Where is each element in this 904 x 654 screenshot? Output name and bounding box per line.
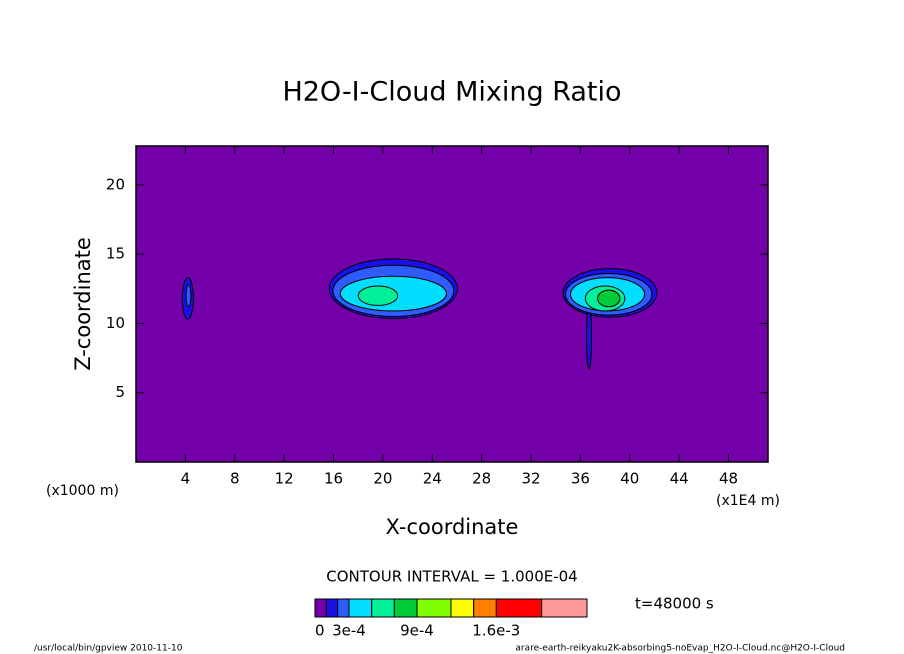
contour-interval: CONTOUR INTERVAL = 1.000E-04 bbox=[326, 568, 577, 586]
x-tick-label: 8 bbox=[230, 470, 240, 488]
colorbar-label: 9e-4 bbox=[400, 622, 434, 640]
footer-left: /usr/local/bin/gpview 2010-11-10 bbox=[34, 644, 183, 654]
colorbar-swatch bbox=[314, 598, 327, 618]
contour-regions bbox=[181, 258, 658, 370]
colorbar-swatch bbox=[416, 598, 452, 618]
colorbar-label: 1.6e-3 bbox=[472, 622, 520, 640]
colorbar-swatch bbox=[541, 598, 588, 618]
colorbar-label: 3e-4 bbox=[332, 622, 366, 640]
contour-region bbox=[586, 304, 592, 370]
time-label: t=48000 s bbox=[635, 595, 714, 613]
x-tick-label: 32 bbox=[521, 470, 540, 488]
y-tick-label: 10 bbox=[106, 314, 125, 332]
x-tick-label: 36 bbox=[571, 470, 590, 488]
x-unit-right: (x1E4 m) bbox=[716, 493, 780, 509]
y-tick-label: 5 bbox=[115, 383, 125, 401]
chart-title: H2O-I-Cloud Mixing Ratio bbox=[282, 77, 621, 108]
x-tick-label: 16 bbox=[324, 470, 343, 488]
colorbar-swatch bbox=[371, 598, 395, 618]
x-tick-label: 40 bbox=[620, 470, 639, 488]
contour-region bbox=[185, 284, 192, 308]
x-unit-left: (x1000 m) bbox=[46, 483, 119, 499]
colorbar-swatch bbox=[325, 598, 339, 618]
x-tick-label: 48 bbox=[719, 470, 738, 488]
x-tick-label: 44 bbox=[670, 470, 689, 488]
contour-region bbox=[597, 289, 621, 308]
colorbar-swatch bbox=[393, 598, 418, 618]
x-tick-label: 12 bbox=[275, 470, 294, 488]
y-tick-label: 20 bbox=[106, 175, 125, 193]
footer-right: arare-earth-reikyaku2K-absorbing5-noEvap… bbox=[515, 644, 845, 654]
plot-frame bbox=[135, 145, 769, 463]
y-axis-label: Z-coordinate bbox=[71, 237, 95, 371]
colorbar-swatch bbox=[450, 598, 475, 618]
colorbar-swatch bbox=[495, 598, 543, 618]
x-axis-label: X-coordinate bbox=[386, 515, 519, 539]
contour-region bbox=[357, 285, 399, 306]
y-tick-label: 15 bbox=[106, 245, 125, 263]
plot-background bbox=[136, 146, 768, 462]
colorbar-label: 0 bbox=[315, 622, 325, 640]
colorbar-swatch bbox=[348, 598, 373, 618]
x-tick-label: 20 bbox=[373, 470, 392, 488]
colorbar-swatch bbox=[473, 598, 497, 618]
x-tick-label: 4 bbox=[181, 470, 191, 488]
x-tick-label: 24 bbox=[423, 470, 442, 488]
colorbar-swatch bbox=[337, 598, 350, 618]
x-tick-label: 28 bbox=[472, 470, 491, 488]
